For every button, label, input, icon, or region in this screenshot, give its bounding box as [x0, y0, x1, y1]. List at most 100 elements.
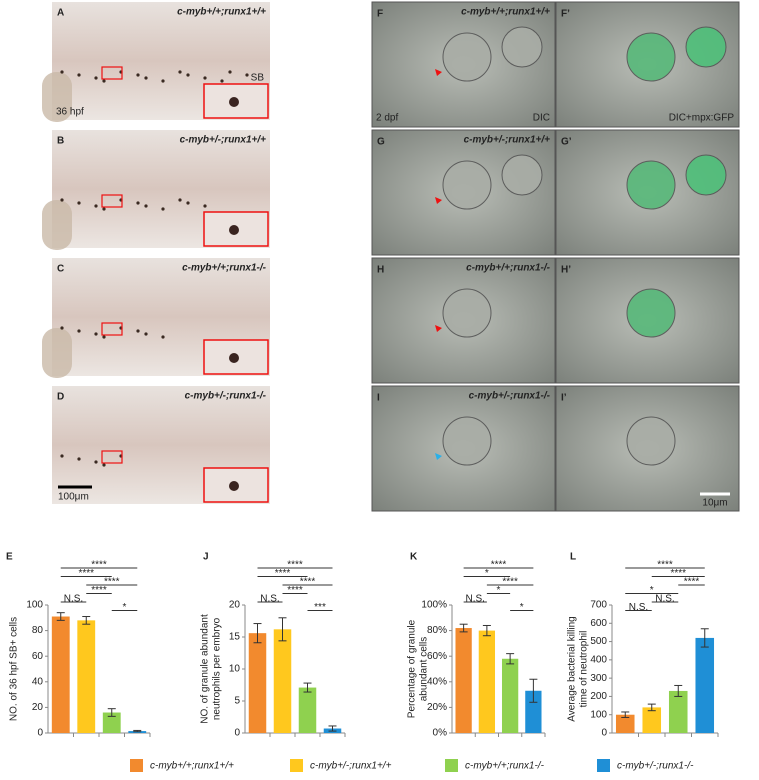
significance-label: N.S. — [260, 594, 279, 605]
y-tick-label: 300 — [590, 673, 607, 684]
scale-label: 10μm — [702, 498, 727, 509]
genotype: c-myb+/-;runx1+/+ — [180, 135, 267, 146]
cell-dot — [203, 76, 207, 80]
cell — [442, 160, 492, 210]
significance-label: **** — [91, 560, 107, 571]
error-bar — [674, 684, 683, 697]
significance-label: **** — [300, 577, 316, 588]
cell — [501, 26, 543, 68]
bar — [455, 628, 472, 733]
y-axis-label: Percentage of granule — [407, 619, 418, 718]
panel-letter: A — [57, 8, 64, 19]
y-tick-label: 20 — [32, 702, 44, 713]
inset-cell — [229, 481, 239, 491]
panel-letter: C — [57, 264, 64, 275]
scale-label: 100μm — [58, 492, 89, 503]
y-axis-label: neutrophils per embryo — [212, 617, 223, 720]
y-tick-label: 400 — [590, 654, 607, 665]
y-tick-label: 80% — [427, 625, 447, 636]
cell-dot — [178, 198, 182, 202]
significance-label: **** — [657, 560, 673, 571]
y-tick-label: 20 — [229, 600, 241, 611]
arrow — [435, 69, 442, 76]
zoom-box — [101, 450, 123, 464]
significance-label: **** — [287, 560, 303, 571]
legend-label: c-myb+/-;runx1-/- — [617, 761, 694, 772]
panel-letter: F’ — [561, 9, 570, 20]
cell — [442, 288, 492, 338]
significance-label: * — [650, 585, 654, 596]
bar — [273, 629, 292, 733]
yolk — [42, 72, 72, 122]
cell — [626, 32, 676, 82]
y-tick-label: 0% — [433, 728, 448, 739]
legend-swatch — [290, 759, 303, 772]
panel-letter: E — [6, 552, 13, 563]
y-tick-label: 0 — [37, 728, 43, 739]
significance-label: * — [123, 602, 127, 613]
panel-letter: H — [377, 265, 384, 276]
cell-dot — [228, 70, 232, 74]
legend-label: c-myb+/+;runx1-/- — [465, 761, 545, 772]
cell-dot — [161, 207, 165, 211]
y-tick-label: 200 — [590, 691, 607, 702]
bar — [248, 633, 267, 733]
y-axis-label: time of neutrophil — [579, 631, 590, 708]
cell-dot — [144, 332, 148, 336]
significance-label: **** — [491, 560, 507, 571]
error-bar — [133, 729, 142, 733]
y-tick-label: 10 — [229, 664, 241, 675]
bar — [668, 690, 688, 733]
cell-dot — [94, 460, 98, 464]
error-bar — [107, 708, 116, 717]
panel-letter: D — [57, 392, 64, 403]
cell-dot — [77, 457, 81, 461]
significance-label: **** — [91, 585, 107, 596]
panel-letter: F — [377, 9, 383, 20]
zoom-box — [101, 322, 123, 336]
significance-label: **** — [684, 577, 700, 588]
stage-label: 2 dpf — [376, 113, 398, 124]
cell-dot — [77, 73, 81, 77]
genotype: c-myb+/-;runx1-/- — [185, 391, 267, 402]
y-axis-label: abundant cells — [419, 637, 430, 702]
cell-dot — [94, 332, 98, 336]
error-bar — [529, 678, 538, 703]
cell — [442, 416, 492, 466]
error-bar — [459, 623, 468, 633]
cell-dot — [186, 201, 190, 205]
cell-dot — [136, 329, 140, 333]
cell — [685, 26, 727, 68]
zoom-box — [101, 194, 123, 208]
legend-swatch — [130, 759, 143, 772]
cell-dot — [60, 70, 64, 74]
error-bar — [328, 725, 337, 732]
y-tick-label: 700 — [590, 600, 607, 611]
yolk — [42, 328, 72, 378]
error-bar — [303, 682, 312, 693]
cell — [626, 160, 676, 210]
significance-label: N.S. — [64, 594, 83, 605]
bar — [478, 630, 496, 733]
y-tick-label: 15 — [229, 632, 241, 643]
panel-letter: G — [377, 137, 385, 148]
significance-label: * — [520, 602, 524, 613]
zoom-box — [101, 66, 123, 80]
cell-dot — [161, 335, 165, 339]
cell-dot — [136, 201, 140, 205]
significance-label: **** — [78, 568, 94, 579]
cell-dot — [102, 79, 106, 83]
legend-label: c-myb+/-;runx1+/+ — [310, 761, 392, 772]
cell-dot — [77, 329, 81, 333]
significance-label: **** — [104, 577, 120, 588]
y-tick-label: 0 — [601, 728, 607, 739]
arrow — [435, 197, 442, 204]
cell-dot — [102, 207, 106, 211]
cell-dot — [136, 73, 140, 77]
bar — [695, 637, 715, 733]
significance-label: **** — [670, 568, 686, 579]
sb-label: SB — [251, 73, 265, 84]
y-tick-label: 80 — [32, 625, 44, 636]
